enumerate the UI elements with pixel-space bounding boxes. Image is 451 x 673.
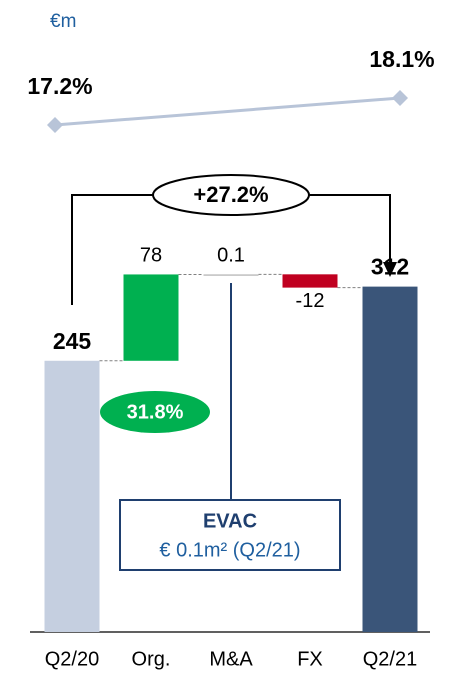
margin-label: 17.2% [27, 73, 92, 99]
change-label: +27.2% [193, 182, 268, 207]
unit-label: €m [50, 11, 76, 32]
value-label: 0.1 [217, 245, 245, 267]
x-tick-label: Q2/20 [45, 648, 99, 670]
value-label: -12 [296, 290, 325, 312]
value-label: 245 [53, 328, 92, 354]
x-tick-label: Org. [132, 648, 171, 670]
evac-text: € 0.1m² (Q2/21) [159, 539, 300, 561]
arrow-head [383, 262, 397, 277]
growth-ellipse [100, 391, 210, 433]
margin-label: 18.1% [369, 46, 434, 72]
value-label: 312 [371, 254, 409, 280]
bar [203, 274, 259, 276]
growth-label: 31.8% [127, 401, 184, 423]
margin-point [392, 90, 408, 106]
bar [282, 274, 338, 288]
margin-line [54, 96, 401, 127]
margin-point [47, 117, 63, 133]
bar [362, 286, 418, 632]
bar [44, 360, 100, 632]
value-label: 78 [140, 245, 162, 267]
x-tick-label: M&A [209, 648, 253, 670]
x-tick-label: Q2/21 [363, 648, 417, 670]
evac-title: EVAC [203, 510, 257, 532]
x-tick-label: FX [297, 648, 323, 670]
evac-box [119, 499, 341, 571]
bar [123, 274, 179, 361]
change-ellipse [152, 174, 310, 216]
